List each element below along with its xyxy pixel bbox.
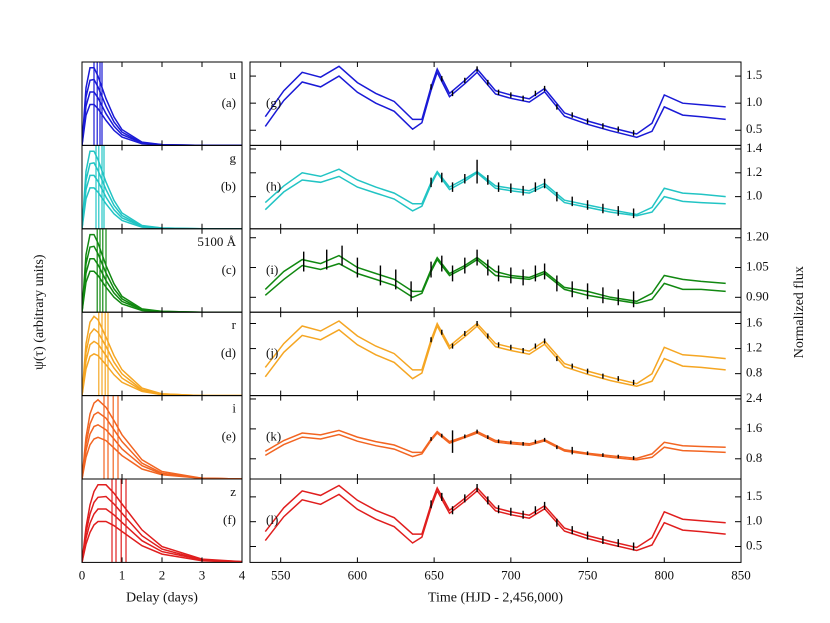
x-tick-label: 4 [239, 567, 246, 582]
band-label: z [230, 484, 236, 499]
x-tick-label: 550 [271, 567, 291, 582]
y-tick-label: 0.90 [746, 288, 769, 303]
panel-label: (c) [222, 262, 236, 277]
panel-label: (j) [266, 345, 278, 360]
model-curve [264, 429, 726, 460]
y-tick-label: 0.5 [746, 121, 762, 136]
model-curve [264, 171, 726, 217]
transfer-function [82, 174, 242, 229]
panel-frame [249, 144, 742, 230]
y-tick-label: 0.5 [746, 537, 762, 552]
transfer-function [82, 520, 242, 563]
y-axis-label: Normalized flux [792, 266, 807, 358]
panel-frame [249, 228, 742, 313]
x-tick-label: 3 [199, 567, 206, 582]
y-tick-label: 0.8 [746, 365, 762, 380]
panel [82, 62, 242, 146]
panel [264, 429, 726, 461]
band-label: u [230, 67, 237, 82]
y-tick-label: 1.0 [746, 188, 762, 203]
panel [264, 65, 726, 139]
transfer-function [82, 484, 242, 563]
x-tick-label: 750 [578, 567, 598, 582]
transfer-function [82, 353, 242, 396]
panel [82, 395, 242, 480]
model-curve [264, 431, 726, 461]
panel-frame [81, 144, 243, 230]
panel-label: (b) [221, 178, 236, 193]
transfer-function [82, 508, 242, 563]
x-tick-label: 800 [655, 567, 675, 582]
panel-label: (h) [266, 178, 281, 193]
x-axis-label: Time (HJD - 2,456,000) [428, 591, 564, 606]
x-tick-label: 600 [348, 567, 368, 582]
x-tick-label: 850 [731, 567, 751, 582]
y-tick-label: 1.5 [746, 488, 762, 503]
transfer-function [82, 436, 242, 480]
model-curve [264, 254, 726, 303]
panel-frame [249, 478, 742, 563]
y-tick-label: 1.0 [746, 94, 762, 109]
panel-label: (a) [222, 95, 236, 110]
model-curve [264, 258, 726, 305]
model-curve [264, 324, 726, 387]
y-tick-label: 1.6 [746, 420, 763, 435]
panel-label: (g) [266, 95, 281, 110]
band-label: g [230, 150, 237, 165]
panel [264, 245, 726, 308]
model-curve [264, 168, 726, 216]
panel-frame [249, 395, 742, 480]
panel [82, 312, 242, 396]
y-tick-label: 1.2 [746, 164, 762, 179]
panel-frame [81, 311, 243, 397]
y-tick-label: 1.2 [746, 340, 762, 355]
band-label: 5100 Å [197, 234, 236, 249]
y-axis-label: ψ(τ) (arbitrary units) [32, 254, 47, 370]
y-tick-label: 1.0 [746, 513, 762, 528]
transfer-function [82, 495, 242, 563]
model-curve [264, 489, 726, 552]
transfer-function [82, 103, 242, 146]
y-tick-label: 1.4 [746, 140, 763, 155]
model-curve [264, 70, 726, 139]
model-curve [264, 484, 726, 549]
panel [264, 159, 726, 219]
y-tick-label: 0.8 [746, 450, 762, 465]
panel-frame [249, 311, 742, 397]
y-tick-label: 2.4 [746, 390, 763, 405]
x-tick-label: 0 [79, 567, 86, 582]
y-tick-label: 1.5 [746, 67, 762, 82]
panel-frame [81, 61, 243, 146]
panel [82, 145, 242, 229]
transfer-function [82, 340, 242, 396]
panel-label: (e) [222, 429, 236, 444]
panel-label: (f) [223, 512, 236, 527]
panel-frame [249, 61, 742, 146]
transfer-function [82, 411, 242, 480]
panel-label: (d) [221, 345, 236, 360]
y-tick-label: 1.6 [746, 314, 763, 329]
panel-frame [81, 478, 243, 563]
band-label: i [232, 401, 236, 416]
panel [264, 320, 726, 387]
model-curve [264, 65, 726, 135]
band-label: r [232, 317, 237, 332]
x-tick-label: 700 [501, 567, 521, 582]
panel-label: (k) [266, 429, 281, 444]
x-tick-label: 2 [159, 567, 166, 582]
panel-label: (i) [266, 262, 278, 277]
model-curve [264, 320, 726, 385]
panel [264, 483, 726, 552]
panel [82, 479, 242, 563]
y-tick-label: 1.05 [746, 259, 769, 274]
y-tick-label: 1.20 [746, 229, 769, 244]
x-tick-label: 1 [119, 567, 126, 582]
transfer-function [82, 398, 242, 480]
transfer-function [82, 187, 242, 229]
x-tick-label: 650 [424, 567, 444, 582]
panel-label: (l) [266, 512, 278, 527]
x-axis-label: Delay (days) [126, 591, 198, 606]
